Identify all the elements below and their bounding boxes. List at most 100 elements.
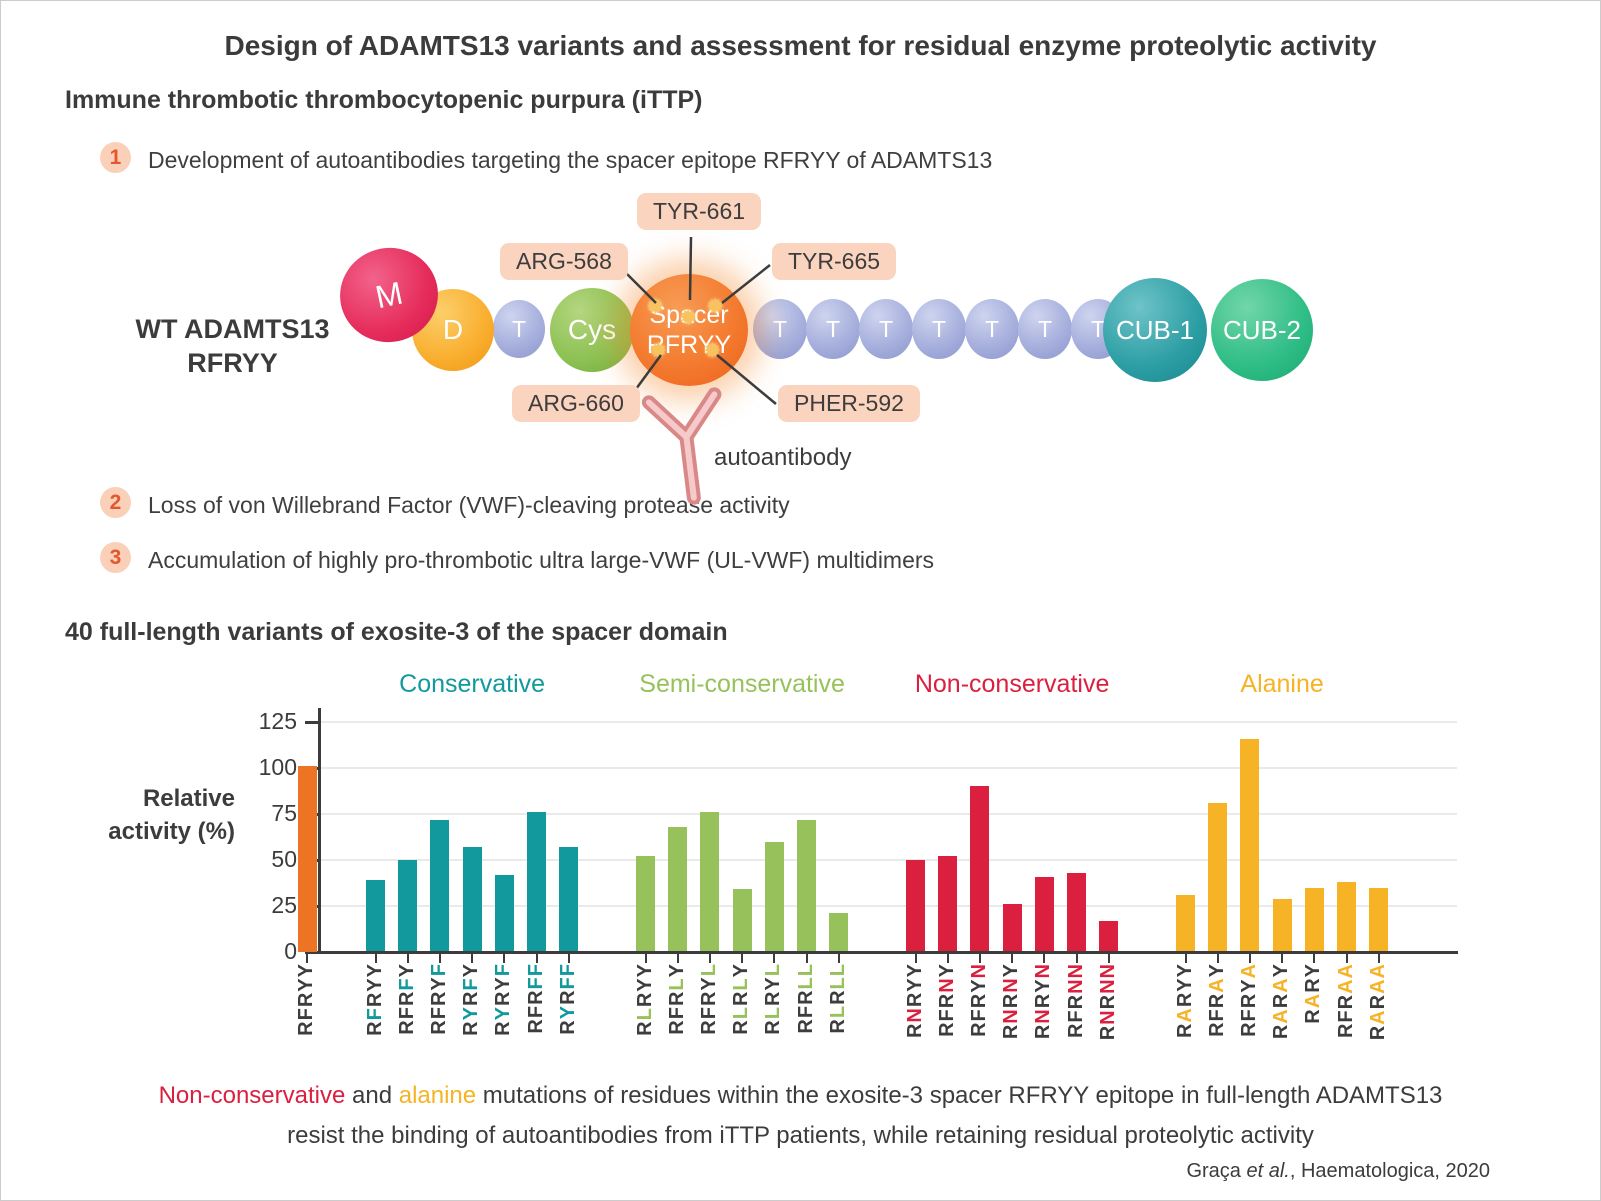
x-label-char: Y [762, 976, 785, 991]
domain-t-bead: T [753, 299, 807, 359]
x-label-RFRFY: RFRFY [396, 963, 418, 1035]
x-label-char: R [1173, 991, 1196, 1008]
bar-RFRAY [1208, 802, 1228, 952]
x-label-char: F [1334, 1009, 1357, 1023]
y-tick-label: 125 [258, 708, 297, 734]
x-label-char: Y [730, 963, 753, 978]
x-label-RYRYF: RYRYF [492, 963, 514, 1036]
x-label-RFRLL: RFRLL [795, 963, 817, 1034]
x-label-char: F [524, 976, 547, 990]
bar-RNRNN [1099, 920, 1119, 952]
x-label-char: R [1205, 992, 1228, 1009]
x-label-char: R [492, 1020, 515, 1036]
x-label-char: N [1096, 1009, 1119, 1025]
domain-cub1: CUB-1 [1103, 278, 1207, 382]
x-label-char: L [762, 1006, 785, 1020]
x-label-char: R [794, 1018, 817, 1034]
y-tick-label: 0 [284, 938, 297, 964]
wt-label-line1: WT ADAMTS13 [135, 314, 330, 344]
x-label-char: R [524, 1018, 547, 1034]
x-label-char: R [1366, 993, 1389, 1010]
x-label-char: R [363, 1020, 386, 1036]
x-label-char: L [794, 976, 817, 990]
x-label-char: R [826, 1018, 849, 1034]
x-label-char: R [556, 1019, 579, 1035]
x-label-char: R [1334, 993, 1357, 1010]
x-label-char: Y [1000, 963, 1023, 978]
x-tick [306, 954, 308, 963]
x-label-char: R [762, 990, 785, 1007]
step-2-badge: 2 [100, 487, 131, 518]
x-label-char: F [460, 977, 483, 991]
x-label-char: N [903, 1007, 926, 1023]
y-tick [305, 951, 318, 954]
citation: Graça et al., Haematologica, 2020 [950, 1160, 1490, 1183]
x-label-char: R [665, 1019, 688, 1035]
y-tick-label: 75 [271, 800, 297, 826]
domain-t-bead: T [912, 299, 966, 359]
bar-RLRLL [829, 913, 849, 952]
domain-tsp-bead: T [493, 300, 545, 358]
bar-RFRLY [668, 826, 688, 952]
x-label-char: R [1000, 1023, 1023, 1040]
x-label-RFRYY: RFRYY [364, 963, 386, 1036]
x-label-RFRYF: RFRYF [428, 963, 450, 1035]
x-label-char: R [1366, 1024, 1389, 1041]
x-tick [406, 954, 409, 963]
x-label-RNRNY: RNRNY [1000, 963, 1022, 1039]
citation-post: , Haematologica, 2020 [1289, 1160, 1490, 1182]
x-label-RARYY: RARYY [1174, 963, 1196, 1038]
x-label-char: Y [460, 963, 483, 978]
y-tick-label: 50 [271, 846, 297, 872]
x-label-char: F [524, 1004, 547, 1019]
x-label-RFRAA: RFRAA [1335, 963, 1357, 1038]
x-label-char: Y [633, 977, 656, 992]
gridline [321, 905, 1457, 907]
callout-arg568: ARG-568 [500, 243, 628, 280]
x-label-char: R [295, 991, 317, 1008]
wt-adamts13-label: WT ADAMTS13 RFRYY [125, 312, 340, 380]
domain-disintegrin: D [412, 289, 494, 371]
bar-RFRFY [398, 860, 418, 952]
x-label-char: Y [1173, 977, 1196, 992]
x-label-char: N [1000, 977, 1023, 993]
bar-RNRYY [906, 860, 925, 952]
bar-RFRFF [527, 812, 546, 952]
bar-RFRNY [938, 856, 958, 952]
x-tick [946, 954, 949, 963]
x-label-char: L [665, 977, 688, 991]
bar-RYRYF [494, 874, 514, 952]
x-label-char: F [395, 977, 418, 991]
bar-RFRLL [797, 819, 816, 952]
x-tick [741, 954, 744, 963]
x-label-char: R [903, 991, 926, 1008]
x-label-char: R [1032, 1023, 1055, 1040]
y-axis-spine [318, 708, 321, 954]
x-label-char: A [1270, 977, 1293, 993]
x-label-char: F [556, 963, 579, 977]
x-label-char: A [1237, 963, 1260, 979]
caption-segment: alanine [398, 1082, 477, 1109]
x-label-char: R [460, 1020, 483, 1036]
x-label-char: R [826, 989, 849, 1005]
x-label-char: N [1032, 1008, 1055, 1024]
bar-RFRAA [1337, 882, 1356, 952]
x-tick [805, 954, 808, 963]
x-label-char: Y [903, 977, 926, 992]
x-label-char: Y [427, 976, 450, 991]
x-label-char: Y [363, 963, 386, 978]
x-label-RFRFF: RFRFF [525, 963, 547, 1034]
x-label-char: L [826, 963, 849, 977]
x-label-char: R [524, 989, 547, 1005]
x-label-char: L [633, 1007, 656, 1021]
x-label-char: Y [492, 1006, 515, 1021]
y-axis-title: Relative activity (%) [60, 782, 235, 848]
x-label-RNRNN: RNRNN [1097, 963, 1119, 1040]
x-tick [1043, 954, 1046, 963]
y-tick [305, 721, 318, 724]
bar-RYRFF [559, 847, 579, 952]
domain-cys-rich: Cys [550, 288, 634, 372]
x-label-char: Y [1173, 963, 1196, 978]
x-tick [1107, 954, 1110, 963]
